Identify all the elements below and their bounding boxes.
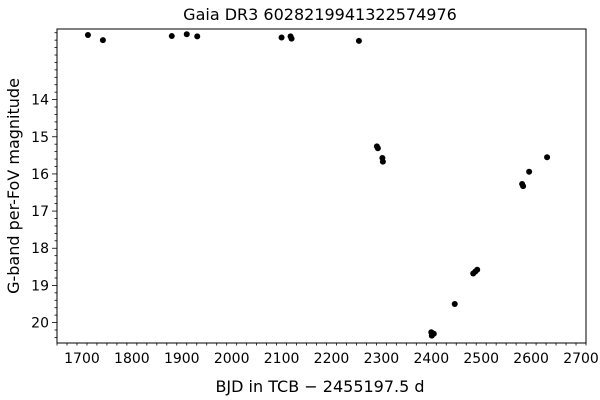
plot-frame [56, 28, 587, 344]
y-tick-label: 14 [31, 93, 49, 109]
y-tick-label: 19 [31, 278, 49, 294]
data-point [379, 158, 386, 165]
x-tick-label: 2100 [264, 351, 300, 367]
data-point [278, 34, 285, 41]
data-point [99, 37, 106, 44]
y-tick-label: 20 [31, 316, 49, 332]
data-point [430, 330, 437, 337]
y-axis-label: G-band per-FoV magnitude [4, 78, 23, 294]
data-point [520, 183, 527, 190]
x-tick-label: 2400 [413, 351, 449, 367]
data-point [474, 266, 481, 273]
data-point [194, 33, 201, 40]
y-tick-label: 16 [31, 167, 49, 183]
data-point [84, 31, 91, 38]
data-point [526, 168, 533, 175]
data-point [288, 35, 295, 42]
data-point [168, 33, 175, 40]
data-point [374, 145, 381, 152]
x-tick-label: 2600 [513, 351, 549, 367]
data-point [355, 37, 362, 44]
data-point [544, 154, 551, 161]
x-tick-label: 2200 [314, 351, 350, 367]
y-axis-ticks: 14 15 16 17 18 19 20 [31, 32, 57, 338]
x-axis-ticks: 1700 1800 1900 2000 2100 2200 2300 2400 2500 2600… [56, 343, 599, 367]
x-tick-label: 2500 [463, 351, 499, 367]
x-tick-label: 1800 [114, 351, 150, 367]
y-tick-label: 18 [31, 241, 49, 257]
x-tick-label: 2300 [364, 351, 400, 367]
y-tick-label: 17 [31, 204, 49, 220]
x-tick-label: 1900 [164, 351, 200, 367]
data-point [183, 31, 190, 38]
x-tick-label: 2000 [214, 351, 250, 367]
chart-title: Gaia DR3 6028219941322574976 [183, 5, 457, 24]
data-point [451, 300, 458, 307]
x-tick-label: 2700 [563, 351, 599, 367]
data-points [84, 31, 551, 339]
x-tick-label: 1700 [64, 351, 100, 367]
y-tick-label: 15 [31, 130, 49, 146]
x-axis-label: BJD in TCB − 2455197.5 d [215, 377, 424, 396]
